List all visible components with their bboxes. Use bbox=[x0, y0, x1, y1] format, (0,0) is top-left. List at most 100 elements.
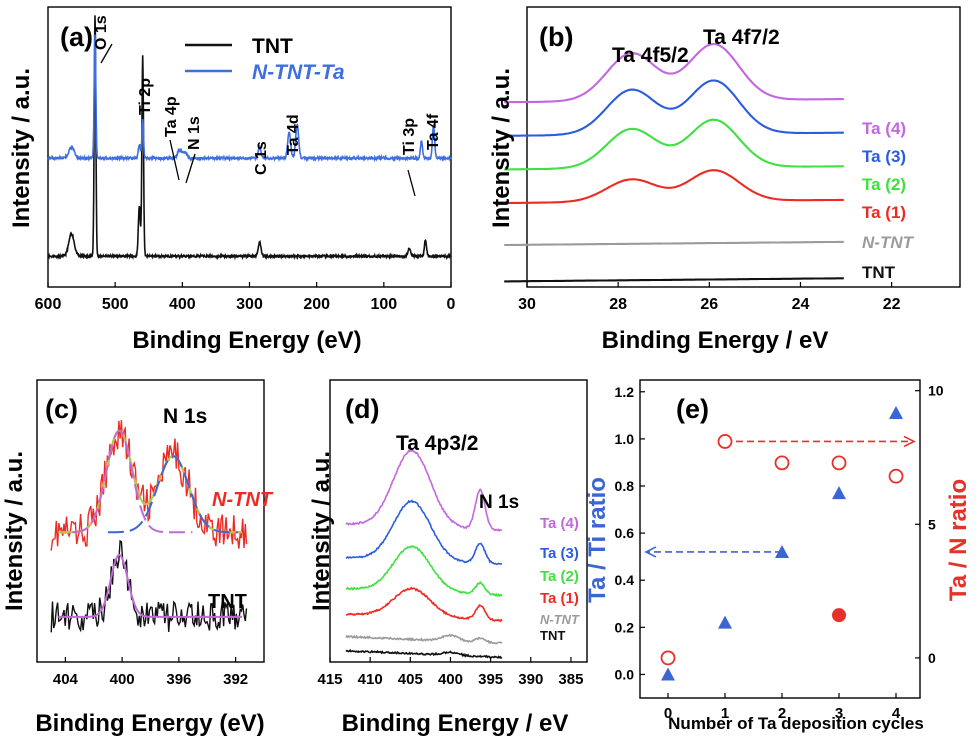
series-label: Ta (1) bbox=[862, 203, 906, 222]
ta-n-point bbox=[888, 468, 904, 484]
panel-e-x-tick-label: 4 bbox=[892, 705, 901, 722]
panel-d-x-tick-label: 410 bbox=[358, 671, 383, 688]
ta-ti-point bbox=[775, 544, 789, 558]
panel-e-y2-label: Ta / N ratio bbox=[945, 479, 972, 601]
series-label: Ta (2) bbox=[862, 175, 906, 194]
panel-e-x-tick-label: 2 bbox=[778, 705, 786, 722]
ta-n-point bbox=[717, 434, 733, 449]
panel-d-plot-area bbox=[345, 448, 503, 660]
panel-a-x-tick-label: 0 bbox=[447, 296, 456, 313]
series-line-n-tnt-ta bbox=[47, 34, 452, 163]
panel-a-x-tick-label: 100 bbox=[370, 296, 397, 313]
annotation-o1s: O 1s bbox=[93, 15, 110, 50]
panel-e-label: (e) bbox=[676, 394, 709, 424]
panel-e-x-tick-label: 1 bbox=[721, 705, 729, 722]
panel-e-x-tick-label: 0 bbox=[664, 705, 672, 722]
fit-component-1 bbox=[72, 429, 193, 534]
ta-n-point bbox=[660, 650, 676, 666]
legend-label-ntntta: N-TNT-Ta bbox=[252, 61, 345, 84]
panel-a-plot-area bbox=[47, 15, 452, 261]
annotation-n1s: N 1s bbox=[186, 116, 203, 150]
panel-b-x-label: Binding Energy / eV bbox=[602, 327, 829, 354]
panel-a-x-tick-label: 500 bbox=[102, 296, 129, 313]
series-line-tnt bbox=[504, 277, 844, 283]
panel-a-y-label: Intensity / a.u. bbox=[8, 68, 35, 228]
fit-component-2 bbox=[107, 455, 238, 534]
series-line-ta-4- bbox=[345, 448, 503, 532]
panel-e-y-tick-label: 0.6 bbox=[615, 525, 635, 541]
panel-d-x-tick-label: 385 bbox=[558, 671, 583, 688]
ta-n-point-filled bbox=[832, 608, 846, 623]
panel-e-frame bbox=[639, 379, 921, 699]
panel-c-x-tick-label: 396 bbox=[166, 671, 191, 688]
peak-label-ta4f52: Ta 4f5/2 bbox=[612, 44, 689, 67]
series-line-ta-3- bbox=[504, 79, 844, 137]
panel-e-y-tick-label: 0.8 bbox=[615, 478, 635, 494]
panel-e-y-label: Ta / Ti ratio bbox=[584, 477, 611, 603]
series-label: Ta (1) bbox=[540, 590, 579, 607]
ta-n-point bbox=[831, 455, 847, 471]
panel-e: 0.0 0.2 0.4 0.6 0.8 1.0 1.2 0 5 10 0 1 2 3 4 (e) Numbe… bbox=[584, 379, 972, 733]
panel-e-y2-tick-label: 10 bbox=[928, 383, 944, 399]
fit-total-ntnt bbox=[58, 429, 242, 534]
panel-b-x-tick-label: 22 bbox=[883, 296, 901, 313]
panel-e-y2-tick-label: 5 bbox=[928, 516, 936, 532]
series-line-ta-1- bbox=[346, 586, 503, 623]
panel-c-title: N 1s bbox=[163, 405, 207, 428]
ta-ti-point bbox=[718, 615, 732, 629]
series-label: Ta (3) bbox=[540, 545, 579, 562]
annotation-ta4f: Ta 4f bbox=[425, 113, 442, 150]
panel-e-x-tick-label: 3 bbox=[835, 705, 843, 722]
ta-ti-point bbox=[889, 405, 903, 419]
panel-b-x-tick-label: 26 bbox=[700, 296, 718, 313]
panel-b-x-tick-label: 30 bbox=[518, 296, 536, 313]
panel-e-y-tick-label: 0.4 bbox=[615, 572, 635, 588]
panel-e-y-tick-label: 1.2 bbox=[615, 384, 635, 400]
panel-b-series-labels: TNT N-TNT Ta (1) Ta (2) Ta (3) Ta (4) bbox=[862, 119, 915, 282]
panel-b-label: (b) bbox=[539, 22, 573, 52]
panel-c-x-tick-label: 392 bbox=[223, 671, 248, 688]
panel-a-label: (a) bbox=[60, 22, 93, 52]
panel-e-y-tick-label: 1.0 bbox=[615, 431, 635, 447]
ta-n-point bbox=[774, 455, 790, 471]
arrow-ti3p bbox=[407, 169, 416, 197]
annotation-c1s: C 1s bbox=[253, 141, 270, 175]
panel-c-frame bbox=[36, 379, 265, 663]
ta-ti-arrow-head bbox=[644, 546, 657, 558]
series-label: TNT bbox=[862, 263, 896, 282]
series-label: Ta (2) bbox=[540, 568, 579, 585]
panel-d-x-tick-label: 405 bbox=[398, 671, 423, 688]
series-label: N-TNT bbox=[540, 612, 580, 627]
panel-b-y-label: Intensity / a.u. bbox=[488, 68, 515, 228]
series-label: N-TNT bbox=[862, 233, 915, 252]
series-line-tnt bbox=[47, 15, 452, 261]
panel-c: (c) N 1s N-TNT TNT 404 400 396 392 Binding … bbox=[1, 379, 274, 737]
series-line-n-tnt bbox=[50, 420, 248, 551]
series-line-ta-2- bbox=[345, 545, 503, 597]
panel-a-x-tick-label: 400 bbox=[169, 296, 196, 313]
legend-label-tnt: TNT bbox=[252, 35, 293, 58]
panel-d-x-tick-label: 395 bbox=[478, 671, 503, 688]
panel-c-x-label: Binding Energy (eV) bbox=[35, 710, 264, 737]
panel-c-label: (c) bbox=[45, 394, 78, 424]
panel-d-label: (d) bbox=[345, 394, 379, 424]
panel-d-x-label: Binding Energy / eV bbox=[342, 710, 569, 737]
annotation-ta4p: Ta 4p bbox=[163, 96, 180, 137]
panel-a-x-tick-label: 200 bbox=[303, 296, 330, 313]
panel-b-frame bbox=[526, 6, 961, 288]
panel-a-x-label: Binding Energy (eV) bbox=[132, 327, 361, 354]
panel-b-plot-area bbox=[504, 42, 844, 283]
panel-c-x-tick-label: 404 bbox=[53, 671, 79, 688]
series-line-ta-4- bbox=[504, 42, 844, 104]
series-label: Ta (4) bbox=[540, 515, 579, 532]
panel-c-y-label: Intensity / a.u. bbox=[1, 451, 28, 611]
panel-c-x-tick-label: 400 bbox=[110, 671, 135, 688]
series-line-n-tnt bbox=[345, 633, 503, 645]
ta-ti-point bbox=[661, 667, 675, 681]
panel-d-x-tick-label: 390 bbox=[518, 671, 543, 688]
series-label: Ta (4) bbox=[862, 119, 906, 138]
panel-e-y-tick-label: 0.0 bbox=[615, 666, 635, 682]
